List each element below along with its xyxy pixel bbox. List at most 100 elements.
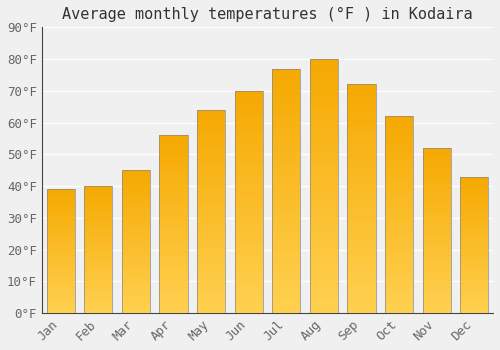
Bar [234, 304, 262, 309]
Bar [310, 59, 338, 313]
Bar [234, 113, 262, 118]
Bar [160, 228, 188, 231]
Bar [160, 278, 188, 281]
Bar [160, 235, 188, 238]
Bar [385, 223, 413, 226]
Bar [272, 93, 300, 98]
Bar [272, 245, 300, 250]
Bar [422, 280, 451, 284]
Bar [310, 90, 338, 95]
Bar [348, 254, 376, 258]
Bar [160, 263, 188, 267]
Bar [46, 197, 74, 199]
Bar [84, 262, 112, 265]
Bar [160, 306, 188, 309]
Bar [272, 299, 300, 303]
Bar [385, 274, 413, 278]
Bar [310, 150, 338, 156]
Bar [422, 293, 451, 296]
Bar [460, 267, 488, 270]
Bar [310, 115, 338, 120]
Bar [197, 146, 225, 150]
Bar [84, 234, 112, 237]
Bar [197, 150, 225, 155]
Bar [310, 69, 338, 74]
Bar [160, 256, 188, 260]
Bar [348, 148, 376, 153]
Bar [234, 282, 262, 286]
Bar [272, 142, 300, 147]
Bar [460, 201, 488, 204]
Bar [348, 308, 376, 313]
Bar [122, 216, 150, 219]
Bar [197, 256, 225, 260]
Bar [460, 231, 488, 234]
Bar [272, 176, 300, 181]
Bar [122, 199, 150, 202]
Bar [460, 305, 488, 308]
Bar [460, 215, 488, 217]
Bar [122, 224, 150, 228]
Bar [197, 293, 225, 297]
Bar [84, 257, 112, 260]
Bar [84, 242, 112, 245]
Bar [160, 281, 188, 285]
Bar [122, 204, 150, 207]
Bar [84, 252, 112, 255]
Bar [310, 130, 338, 135]
Bar [272, 98, 300, 103]
Bar [272, 215, 300, 220]
Bar [160, 167, 188, 171]
Bar [46, 281, 74, 284]
Bar [46, 189, 74, 192]
Bar [385, 144, 413, 148]
Bar [46, 241, 74, 244]
Bar [422, 240, 451, 244]
Bar [160, 214, 188, 217]
Bar [234, 91, 262, 313]
Bar [160, 288, 188, 292]
Bar [385, 183, 413, 187]
Bar [348, 185, 376, 190]
Bar [46, 236, 74, 239]
Bar [385, 266, 413, 270]
Bar [234, 184, 262, 189]
Bar [348, 290, 376, 295]
Bar [385, 132, 413, 136]
Bar [460, 245, 488, 247]
Bar [422, 257, 451, 260]
Bar [160, 253, 188, 256]
Bar [160, 295, 188, 299]
Bar [46, 231, 74, 234]
Bar [122, 276, 150, 279]
Bar [422, 231, 451, 234]
Bar [46, 256, 74, 259]
Bar [422, 234, 451, 237]
Bar [422, 155, 451, 158]
Bar [348, 181, 376, 185]
Bar [422, 164, 451, 168]
Bar [197, 224, 225, 228]
Bar [160, 210, 188, 214]
Bar [385, 116, 413, 313]
Bar [122, 285, 150, 287]
Bar [46, 268, 74, 271]
Bar [122, 256, 150, 259]
Bar [46, 209, 74, 211]
Bar [310, 298, 338, 303]
Bar [46, 296, 74, 298]
Bar [122, 190, 150, 193]
Bar [460, 278, 488, 280]
Bar [310, 252, 338, 257]
Bar [46, 276, 74, 278]
Bar [46, 214, 74, 217]
Bar [160, 309, 188, 313]
Bar [84, 186, 112, 313]
Bar [460, 176, 488, 179]
Bar [310, 135, 338, 140]
Bar [122, 239, 150, 241]
Bar [348, 272, 376, 276]
Bar [460, 288, 488, 291]
Bar [272, 294, 300, 299]
Bar [46, 222, 74, 224]
